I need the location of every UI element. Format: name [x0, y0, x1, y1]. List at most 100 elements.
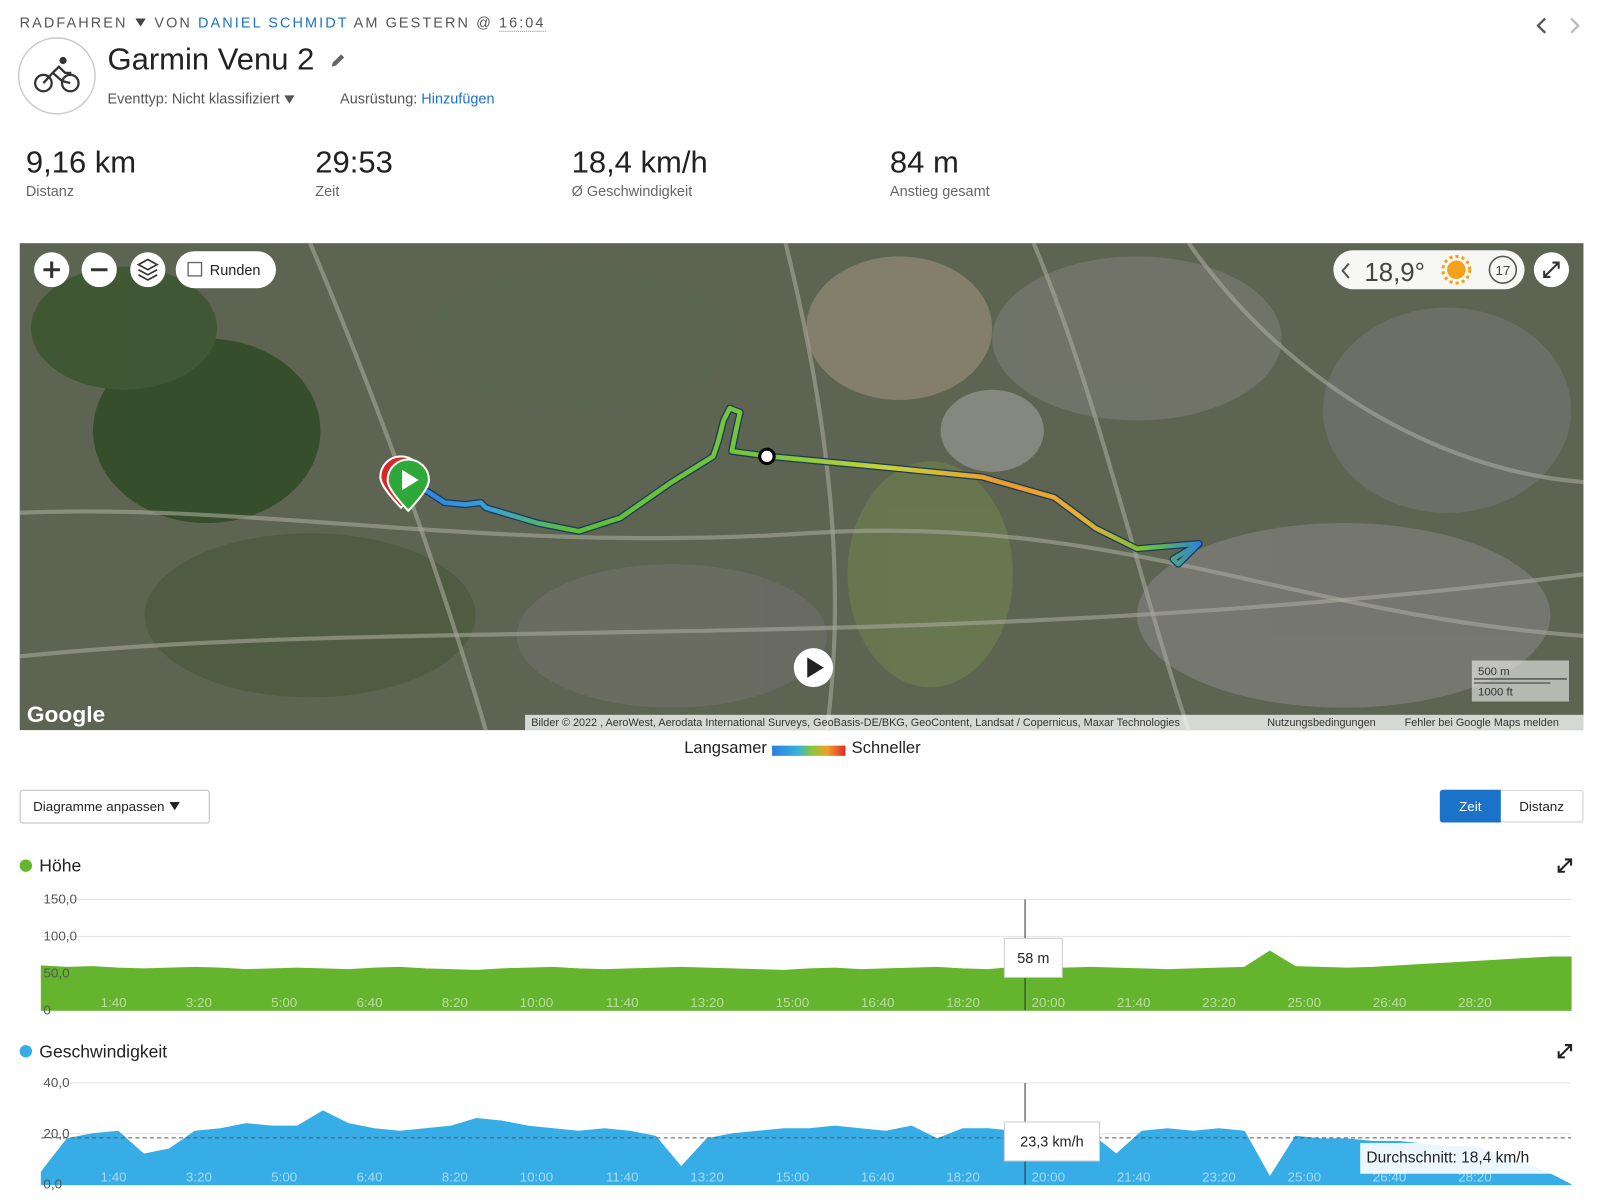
- start-time: 16:04: [498, 14, 546, 32]
- customize-label[interactable]: Diagramme anpassen: [33, 798, 165, 815]
- temperature: 18,9°: [1364, 259, 1425, 287]
- x-tick-label: 8:20: [442, 1170, 468, 1185]
- x-tick-label: 20:00: [1032, 1170, 1066, 1185]
- x-tick-label: 11:40: [606, 995, 639, 1010]
- area: [40, 950, 1572, 1011]
- x-tick-label: 20:00: [1032, 995, 1066, 1010]
- x-tick-label: 5:00: [271, 995, 297, 1010]
- stat-label: Ø Geschwindigkeit: [571, 182, 693, 199]
- laps-checkbox[interactable]: [187, 261, 203, 277]
- stat-value: 18,4 km/h: [571, 145, 708, 180]
- activity-nav: [1536, 17, 1580, 34]
- dropdown-arrow[interactable]: [169, 802, 181, 811]
- expand-button[interactable]: [1557, 858, 1573, 873]
- x-tick-label: 21:40: [1117, 995, 1151, 1010]
- google-logo: Google: [27, 701, 105, 727]
- map-scale: 500 m 1000 ft: [1471, 660, 1570, 702]
- breadcrumb: RADFAHREN VON DANIEL SCHMIDT AM GESTERN @…: [19, 14, 546, 32]
- map[interactable]: Runden 18,9° 17 Google 500 m 1000 ft Bil…: [19, 243, 1584, 731]
- y-tick-label: 40,0: [43, 1075, 69, 1090]
- x-tick-label: 10:00: [520, 1170, 554, 1185]
- customize-charts-button[interactable]: Diagramme anpassen: [19, 789, 210, 824]
- x-tick-label: 23:20: [1202, 1170, 1236, 1185]
- x-tick-label: 10:00: [520, 995, 554, 1010]
- dropdown-arrow[interactable]: [135, 18, 147, 27]
- legend-slow: Langsamer: [684, 739, 767, 757]
- x-tick-label: 11:40: [606, 1170, 639, 1185]
- scale-metric: 500 m: [1478, 666, 1510, 678]
- report-link[interactable]: Fehler bei Google Maps melden: [1405, 717, 1559, 729]
- stat-label: Zeit: [315, 182, 340, 199]
- gear: Ausrüstung: Hinzufügen: [340, 90, 494, 106]
- gear-add-link[interactable]: Hinzufügen: [421, 90, 495, 107]
- laps-label[interactable]: Runden: [210, 263, 261, 279]
- tooltip-box: [1003, 937, 1063, 978]
- x-tick-label: 21:40: [1117, 1170, 1151, 1185]
- by-label: VON: [154, 14, 192, 31]
- legend-fast: Schneller: [851, 739, 921, 757]
- laps-toggle[interactable]: [175, 251, 276, 289]
- stat-label: Anstieg gesamt: [889, 182, 990, 199]
- x-tick-label: 25:00: [1287, 1170, 1321, 1185]
- x-tick-label: 3:20: [186, 1170, 212, 1185]
- event-type-label[interactable]: Eventtyp: Nicht klassifiziert: [107, 90, 280, 107]
- tooltip-label: 23,3 km/h: [1020, 1135, 1084, 1151]
- x-mode-time[interactable]: Zeit: [1439, 789, 1501, 823]
- x-tick-label: 23:20: [1202, 995, 1236, 1010]
- area: [40, 1110, 1572, 1186]
- tooltip-label: 58 m: [1017, 951, 1049, 967]
- next-button[interactable]: [1570, 17, 1580, 34]
- author-link[interactable]: DANIEL SCHMIDT: [198, 14, 349, 31]
- x-tick-label: 5:00: [271, 1170, 297, 1185]
- chart-title: Höhe: [39, 856, 81, 876]
- weather-sun-icon: [1447, 260, 1466, 279]
- activity-title[interactable]: Garmin Venu 2: [107, 43, 315, 77]
- activity-icon: [17, 37, 96, 115]
- x-tick-label: 16:40: [861, 1170, 895, 1185]
- y-tick-label: 100,0: [43, 929, 77, 944]
- previous-button[interactable]: [1536, 17, 1547, 34]
- x-tick-label: 13:20: [690, 995, 724, 1010]
- gear-label: Ausrüstung:: [340, 90, 418, 107]
- chart-title: Geschwindigkeit: [39, 1041, 167, 1061]
- map-roads: [19, 243, 1584, 731]
- average-label-box: [1360, 1142, 1572, 1174]
- x-tick-label: 8:20: [442, 995, 468, 1010]
- y-tick-label: 0,0: [43, 1177, 62, 1192]
- legend-dot: [19, 859, 33, 872]
- edit-icon[interactable]: [330, 52, 347, 68]
- expand-button[interactable]: [1557, 1044, 1573, 1059]
- attribution-bar: [525, 714, 1584, 731]
- x-tick-label: 15:00: [776, 1170, 810, 1185]
- charts: Höhe 0 50,0 100,0 150,0 1:40 3:20 5:00 6:40 8:20 1…: [19, 856, 1573, 1192]
- x-tick-label: 18:20: [946, 995, 980, 1010]
- event-type[interactable]: Eventtyp: Nicht klassifiziert: [107, 90, 295, 107]
- map-zoom-controls: Runden: [34, 251, 276, 289]
- stat-label: Distanz: [25, 182, 75, 199]
- legend-gradient: [772, 745, 846, 756]
- map-attribution: Bilder © 2022 , AeroWest, Aerodata Inter…: [531, 717, 1180, 729]
- x-tick-label: 6:40: [356, 995, 382, 1010]
- map-terrain: [31, 256, 1572, 708]
- tooltip-box: [1003, 1121, 1100, 1162]
- x-tick-label: 25:00: [1287, 995, 1321, 1010]
- scale-imperial: 1000 ft: [1478, 686, 1514, 698]
- terms-link[interactable]: Nutzungsbedingungen: [1267, 717, 1375, 729]
- x-tick-label: 1:40: [101, 1170, 127, 1185]
- wind-speed: 17: [1495, 263, 1510, 278]
- stat-value: 9,16 km: [25, 145, 137, 180]
- x-tick-label: 15:00: [776, 995, 810, 1010]
- start-end-pins: [379, 455, 430, 513]
- activity-type[interactable]: RADFAHREN: [19, 14, 128, 31]
- weather-widget: 18,9° 17: [1333, 250, 1570, 290]
- y-tick-label: 20,0: [43, 1126, 69, 1141]
- dropdown-arrow[interactable]: [283, 95, 295, 104]
- x-mode-distance[interactable]: Distanz: [1500, 789, 1584, 823]
- legend-dot: [19, 1045, 33, 1058]
- y-tick-label: 50,0: [43, 965, 69, 980]
- x-tick-label: 6:40: [356, 1170, 382, 1185]
- x-tick-label: 28:20: [1458, 995, 1492, 1010]
- stat-value: 84 m: [889, 145, 959, 180]
